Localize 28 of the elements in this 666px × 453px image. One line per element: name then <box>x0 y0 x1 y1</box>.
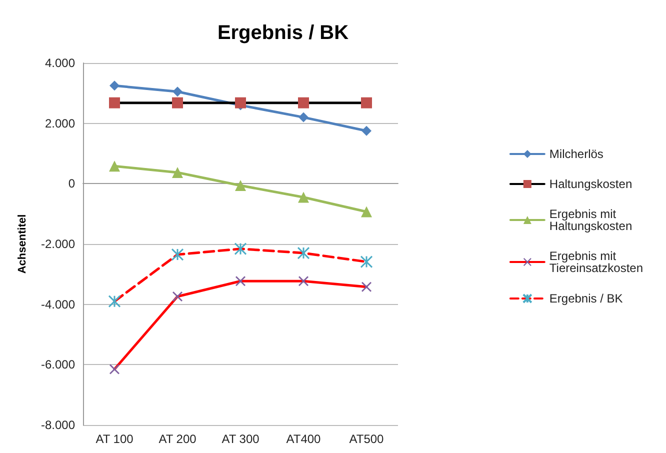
point <box>109 160 120 172</box>
y-tick-label: -2.000 <box>40 237 76 251</box>
legend-label: Ergebnis mit Haltungskosten <box>549 207 632 233</box>
legend-label: Haltungskosten <box>549 177 632 191</box>
point <box>172 167 183 178</box>
y-tick-label: -4.000 <box>40 297 76 312</box>
y-tick-label: 4.000 <box>44 56 76 70</box>
point <box>362 126 372 136</box>
point <box>298 192 309 203</box>
legend-label: Ergebnis mit Tiereinsatzkosten <box>549 249 644 275</box>
x-tick-label: AT 200 <box>158 432 197 446</box>
x-tick-label: AT500 <box>349 432 384 446</box>
chart-title: Ergebnis / BK <box>217 22 350 44</box>
point <box>361 206 372 218</box>
x-tick-label: AT 300 <box>222 432 260 446</box>
y-axis-title: Achsentitel <box>16 214 28 274</box>
y-tick-label: 2.000 <box>44 116 76 130</box>
y-tick-label: -8.000 <box>40 418 76 432</box>
point <box>172 86 182 97</box>
legend-label: Ergebnis / BK <box>549 292 623 306</box>
y-tick-label: 0 <box>68 176 76 191</box>
point <box>235 180 246 191</box>
x-tick-label: AT 100 <box>96 432 134 446</box>
y-tick-label: -6.000 <box>40 358 76 372</box>
legend-label: Milcherlös <box>549 147 604 161</box>
point <box>298 112 308 122</box>
x-tick-label: AT400 <box>286 432 322 446</box>
point <box>110 80 120 91</box>
